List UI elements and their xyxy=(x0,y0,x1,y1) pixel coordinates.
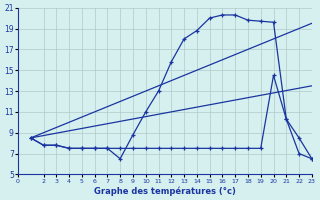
X-axis label: Graphe des températures (°c): Graphe des températures (°c) xyxy=(94,186,236,196)
